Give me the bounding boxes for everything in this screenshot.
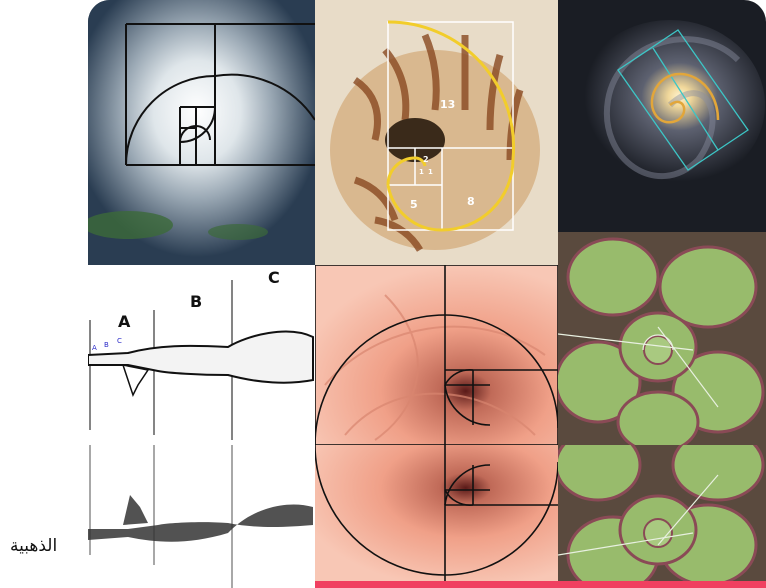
caption-text: الذهبية bbox=[10, 536, 58, 556]
shell-label-2: 2 bbox=[423, 155, 429, 164]
shell-label-1b: 1 bbox=[428, 168, 433, 176]
shell-label-8: 8 bbox=[467, 195, 475, 208]
shell-label-5: 5 bbox=[410, 198, 418, 211]
succulent-photo bbox=[558, 232, 766, 445]
golden-ratio-collage: 13 8 5 2 1 1 bbox=[88, 0, 766, 588]
arm-small-label-b: B bbox=[104, 341, 109, 349]
arm-label-b: B bbox=[190, 292, 202, 311]
succulent-reflection bbox=[558, 445, 766, 588]
arm-small-label-a: A bbox=[92, 344, 97, 352]
arm-label-a: A bbox=[118, 312, 131, 331]
rose-reflection bbox=[315, 445, 558, 588]
hurricane-photo bbox=[88, 0, 315, 265]
arm-sketch-drawing: A B C A B C bbox=[88, 265, 315, 445]
shell-label-13: 13 bbox=[440, 98, 455, 111]
nautilus-shell-photo: 13 8 5 2 1 1 bbox=[315, 0, 558, 265]
arm-small-label-c: C bbox=[117, 337, 122, 345]
spiral-galaxy-photo bbox=[558, 0, 766, 232]
arm-sketch-reflection bbox=[88, 445, 315, 588]
rose-photo bbox=[315, 265, 558, 445]
arm-label-c: C bbox=[268, 268, 280, 287]
shell-label-1a: 1 bbox=[419, 168, 424, 176]
